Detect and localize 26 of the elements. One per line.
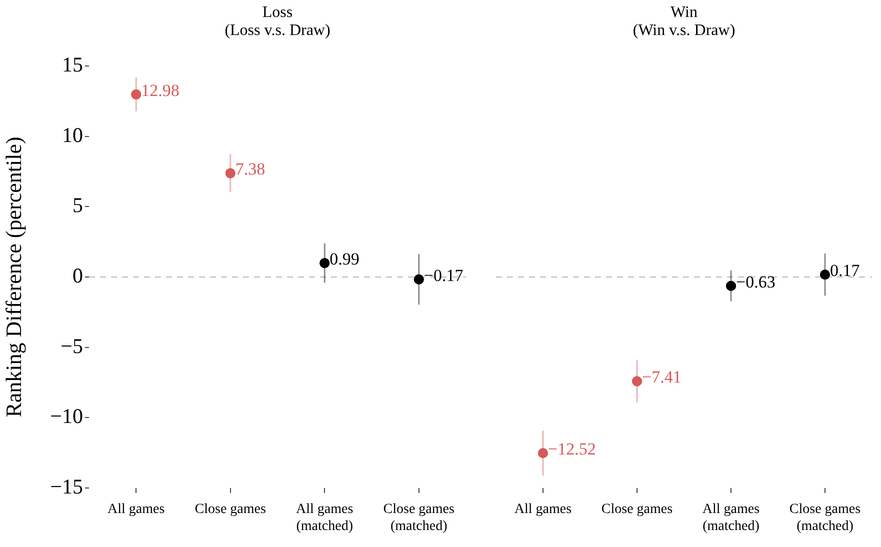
x-tick-label: All games xyxy=(108,502,165,518)
x-tick-label: Close games (matched) xyxy=(789,502,861,534)
data-label: 7.38 xyxy=(235,160,266,179)
x-tick-label: All games xyxy=(514,502,572,518)
chart-title: Win (Win v.s. Draw) xyxy=(632,4,736,39)
data-label: −0.17 xyxy=(424,266,464,285)
x-tick-label: All games (matched) xyxy=(296,502,354,534)
x-tick-label: Close games xyxy=(194,502,266,518)
y-tick-label: 0 xyxy=(72,264,83,288)
data-label: −12.52 xyxy=(548,440,596,459)
y-tick-label: −5 xyxy=(60,334,83,358)
x-tick-label: All games (matched) xyxy=(702,502,760,534)
chart-title: Loss (Loss v.s. Draw) xyxy=(224,4,330,39)
x-tick-label: Close games xyxy=(601,502,673,518)
y-axis-title: Ranking Difference (percentile) xyxy=(0,136,26,418)
data-label: −0.63 xyxy=(736,272,776,292)
y-tick-label: −15 xyxy=(50,474,83,499)
data-label: 12.98 xyxy=(141,80,180,100)
data-label: −7.41 xyxy=(642,368,682,387)
x-tick-label: Close games (matched) xyxy=(383,502,454,534)
data-label: 0.99 xyxy=(330,250,360,269)
y-tick-label: 5 xyxy=(72,193,83,218)
y-tick-label: 15 xyxy=(62,52,83,77)
y-tick-label: 10 xyxy=(62,122,83,147)
data-label: 0.17 xyxy=(830,261,860,280)
y-tick-label: −10 xyxy=(50,404,83,428)
